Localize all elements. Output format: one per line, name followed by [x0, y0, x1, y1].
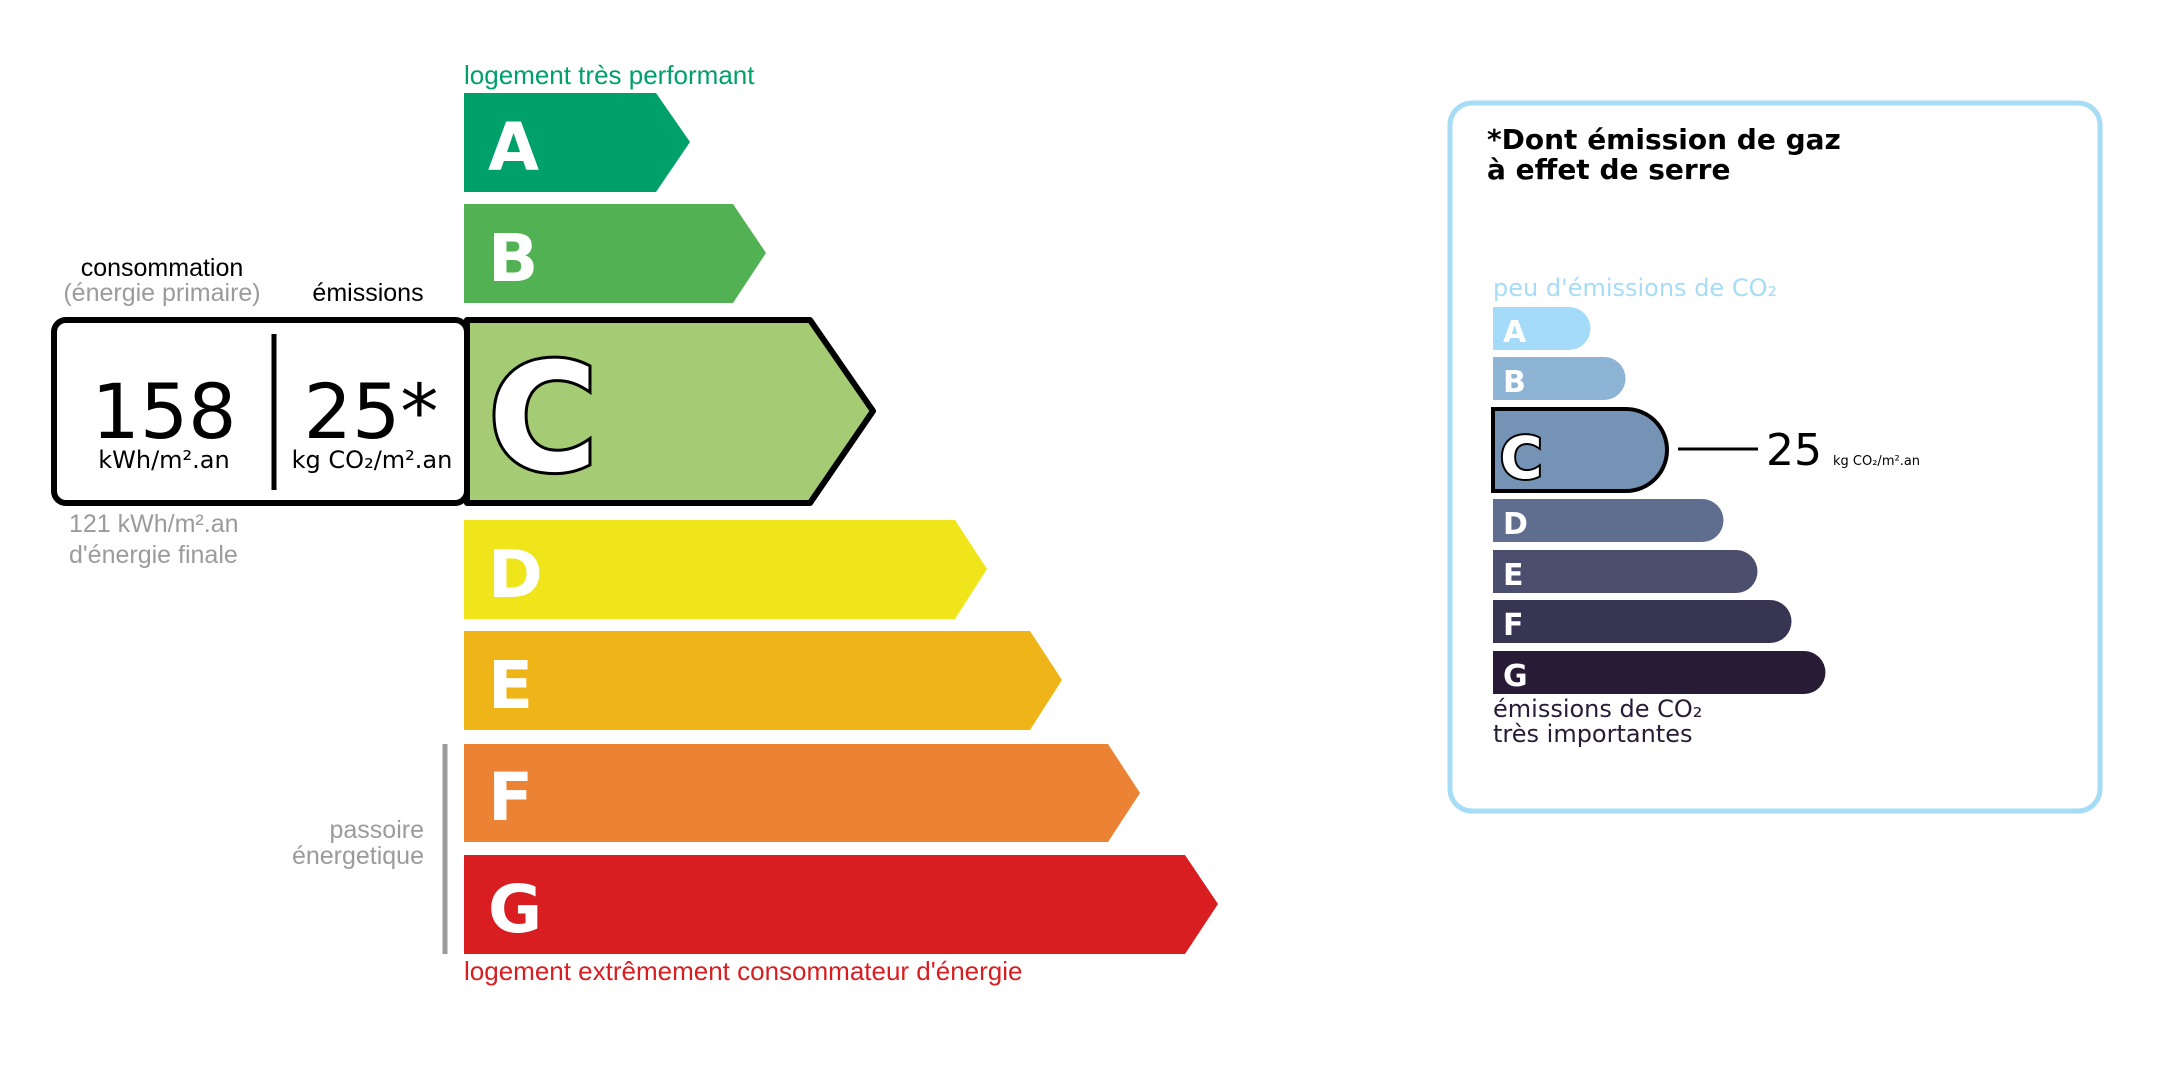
energy-letter-g: G: [488, 871, 542, 948]
consumption-subheader: (énergie primaire): [63, 279, 260, 307]
ghg-bar-e: [1493, 550, 1758, 593]
ghg-title-line2: à effet de serre: [1487, 153, 1730, 186]
energy-class-d: D: [464, 520, 987, 619]
ghg-bar-c: [1491, 407, 1669, 493]
energy-top-label: logement très performant: [464, 60, 755, 90]
consumption-unit: kWh/m².an: [98, 446, 229, 474]
energy-letter-f: F: [488, 759, 533, 836]
emissions-value: 25*: [304, 367, 439, 456]
passoire-line2: énergetique: [292, 842, 424, 870]
energy-class-c-selected: C 158 kWh/m².an 25* kg CO₂/m².an: [51, 317, 876, 509]
ghg-class-e: E: [1493, 550, 1758, 593]
ghg-letter-c: C: [1500, 424, 1543, 492]
energy-letter-e: E: [488, 647, 533, 724]
ghg-value: 25: [1766, 425, 1822, 476]
ghg-unit: kg CO₂/m².an: [1833, 454, 1920, 469]
energy-class-b: B: [464, 204, 766, 303]
ghg-bar-b: [1493, 357, 1626, 400]
ghg-class-a: A: [1493, 307, 1591, 350]
ghg-class-g: G: [1493, 651, 1826, 694]
energy-bar-a: [464, 93, 690, 192]
energy-bar-c: [464, 317, 876, 506]
ghg-class-c-selected: C 25 kg CO₂/m².an: [1491, 407, 1920, 494]
ghg-class-d: D: [1493, 499, 1724, 542]
energy-bottom-label: logement extrêmement consommateur d'éner…: [464, 956, 1022, 986]
ghg-letter-e: E: [1503, 558, 1524, 593]
passoire-line1: passoire: [330, 816, 425, 844]
ghg-letter-a: A: [1503, 315, 1527, 350]
energy-class-e: E: [464, 631, 1062, 730]
energy-bar-b: [464, 204, 766, 303]
ghg-bottom-label-line1: émissions de CO₂: [1493, 695, 1702, 723]
energy-bar-d: [464, 520, 987, 619]
ghg-letter-b: B: [1503, 365, 1526, 400]
ghg-bar-f: [1493, 600, 1792, 643]
energy-letter-d: D: [488, 536, 543, 613]
energy-letter-c: C: [488, 332, 598, 506]
ghg-title-line1: *Dont émission de gaz: [1487, 123, 1841, 156]
emissions-unit: kg CO₂/m².an: [292, 446, 453, 474]
ghg-bar-d: [1493, 499, 1724, 542]
ghg-letter-g: G: [1503, 659, 1528, 694]
energy-letter-b: B: [488, 220, 538, 297]
ghg-top-label: peu d'émissions de CO₂: [1493, 274, 1777, 302]
ghg-bottom-label-line2: très importantes: [1493, 720, 1693, 748]
energy-bar-f: [464, 744, 1140, 842]
energy-letter-a: A: [488, 109, 539, 186]
energy-class-f: F: [464, 744, 1140, 842]
emissions-header: émissions: [312, 279, 423, 307]
ghg-bar-g: [1493, 651, 1826, 694]
ghg-letter-d: D: [1503, 507, 1528, 542]
energy-class-g: G: [464, 855, 1218, 954]
ghg-bar-a: [1493, 307, 1591, 350]
ghg-class-f: F: [1493, 600, 1792, 643]
consumption-header: consommation: [81, 254, 244, 282]
energy-bar-e: [464, 631, 1062, 730]
final-energy-line1: 121 kWh/m².an: [69, 510, 239, 538]
consumption-value: 158: [91, 367, 236, 456]
energy-class-a: A: [464, 93, 690, 192]
ghg-letter-f: F: [1503, 608, 1524, 643]
energy-bar-g: [464, 855, 1218, 954]
ghg-class-b: B: [1493, 357, 1626, 400]
final-energy-line2: d'énergie finale: [69, 541, 238, 569]
